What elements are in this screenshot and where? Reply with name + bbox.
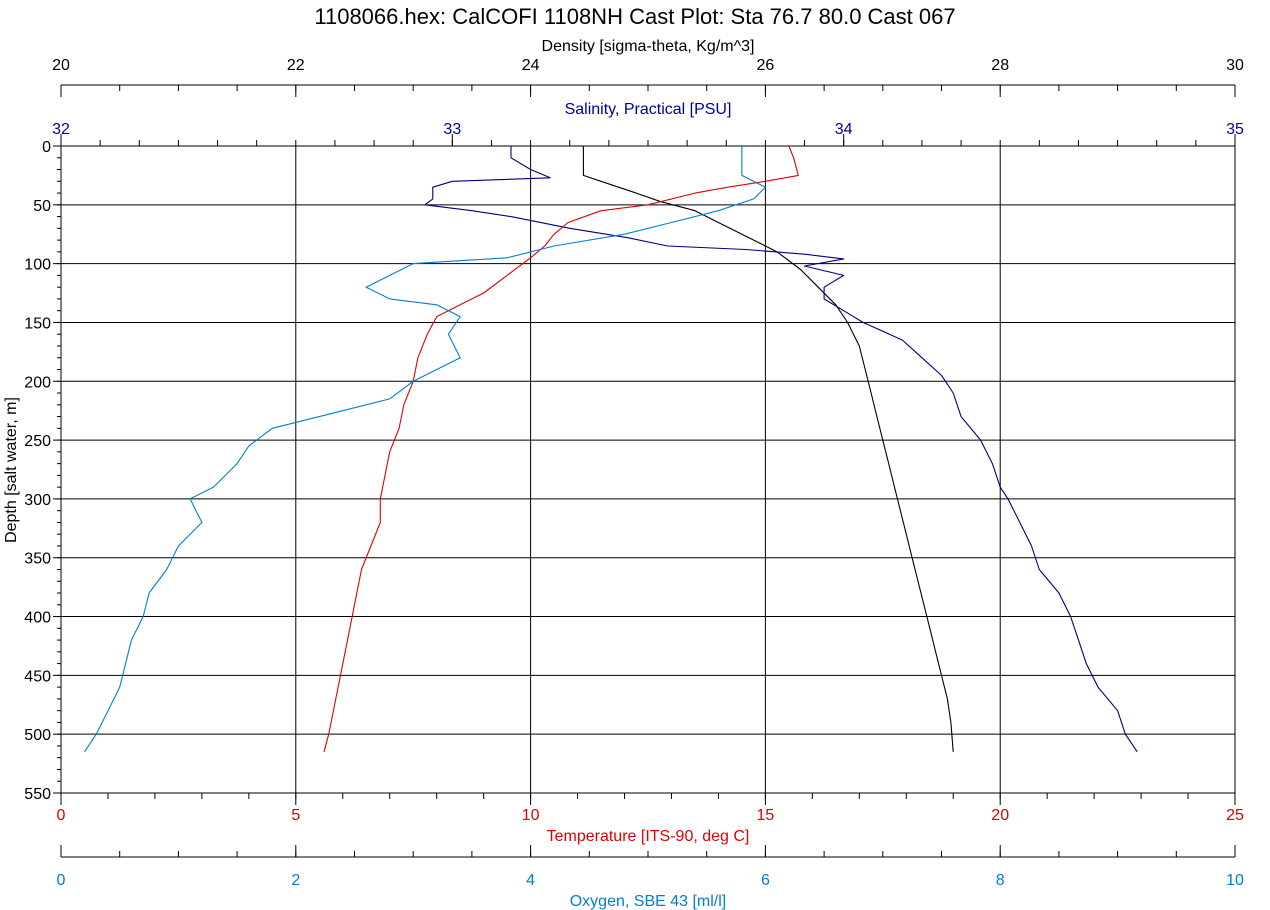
depth-tick-label: 0 [42,139,51,156]
salinity-profile-line [424,146,1138,753]
oxygen-tick-label: 2 [291,872,300,889]
salinity-tick-label: 32 [52,121,70,138]
density-tick-label: 26 [757,57,775,74]
density-tick-label: 24 [522,57,540,74]
temperature-profile-line [323,145,799,752]
oxygen-profile-line [84,146,766,753]
chart-title: 1108066.hex: CalCOFI 1108NH Cast Plot: S… [314,4,955,29]
oxygen-tick-label: 10 [1226,872,1244,889]
plot-frame [60,145,1236,794]
depth-tick-label: 150 [24,315,51,332]
depth-tick-label: 400 [24,610,51,627]
grid [60,145,1236,794]
depth-tick-label: 250 [24,433,51,450]
depth-tick-label: 200 [24,374,51,391]
oxygen-tick-label: 0 [57,872,66,889]
salinity-axis-title: Salinity, Practical [PSU] [565,101,732,118]
depth-tick-label: 350 [24,551,51,568]
series [84,145,1138,753]
depth-tick-label: 50 [33,198,51,215]
depth-tick-label: 500 [24,727,51,744]
density-tick-label: 30 [1226,57,1244,74]
y-axis-label: Depth [salt water, m] [3,397,20,543]
oxygen-tick-label: 6 [761,872,770,889]
temperature-tick-label: 15 [757,807,775,824]
depth-tick-label: 100 [24,257,51,274]
oxygen-tick-label: 4 [526,872,535,889]
salinity-tick-label: 33 [443,121,461,138]
temperature-tick-label: 10 [522,807,540,824]
salinity-tick-label: 35 [1226,121,1244,138]
oxygen-axis-title: Oxygen, SBE 43 [ml/l] [570,893,727,910]
density-tick-label: 20 [52,57,70,74]
density-tick-label: 22 [287,57,305,74]
depth-tick-label: 450 [24,668,51,685]
depth-tick-label: 550 [24,786,51,803]
oxygen-tick-label: 8 [996,872,1005,889]
temperature-tick-label: 0 [57,807,66,824]
temperature-tick-label: 25 [1226,807,1244,824]
temperature-tick-label: 20 [991,807,1009,824]
density-tick-label: 28 [991,57,1009,74]
temperature-axis-title: Temperature [ITS-90, deg C] [547,828,750,845]
temperature-tick-label: 5 [291,807,300,824]
density-profile-line [582,146,954,752]
depth-tick-label: 300 [24,492,51,509]
salinity-tick-label: 34 [835,121,853,138]
density-axis-title: Density [sigma-theta, Kg/m^3] [542,38,755,55]
